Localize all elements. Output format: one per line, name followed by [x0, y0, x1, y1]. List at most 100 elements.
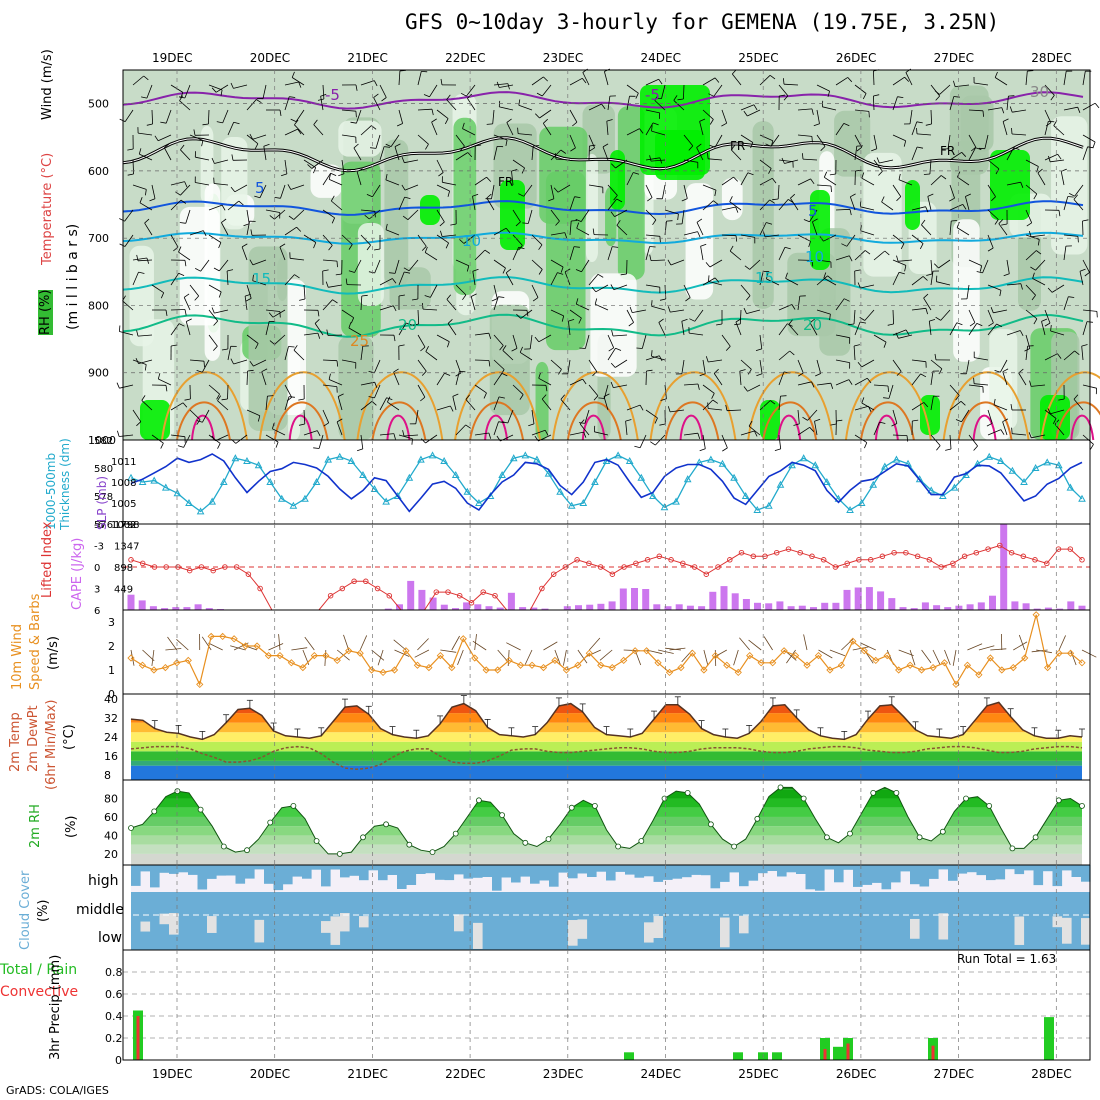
wind-barb — [740, 234, 755, 238]
wind-barb — [531, 234, 543, 246]
cape-bar — [686, 605, 694, 610]
wind-barb-feather — [611, 163, 616, 169]
wind-barb-feather — [221, 348, 228, 351]
wind-barb-feather — [895, 332, 899, 339]
wind-barb-feather — [179, 95, 184, 101]
wind-barb — [491, 184, 495, 199]
wind-barb-feather — [1030, 266, 1036, 271]
lifted-index-point — [891, 549, 897, 556]
wind-barb — [940, 309, 951, 321]
wind-barb — [290, 257, 305, 261]
temp-contour-30 — [762, 401, 818, 441]
wind-barb — [246, 334, 259, 344]
wind-barb — [436, 234, 449, 244]
wind-barb — [360, 234, 371, 246]
cloud-high-cell — [739, 865, 749, 887]
wind-barb — [452, 396, 457, 411]
wind10-point — [1055, 649, 1063, 657]
wind-barb-feather — [589, 147, 595, 152]
wind-barb-feather — [389, 272, 396, 274]
cloud-gap-cell — [169, 913, 179, 935]
temp2m-band — [131, 702, 1082, 704]
wind-barb — [137, 334, 153, 337]
wind-barb — [683, 159, 698, 163]
wind-barb-feather — [785, 272, 788, 279]
cloud-high-cell — [815, 865, 825, 891]
wind-barb-feather — [697, 231, 701, 238]
wind-barb — [519, 352, 533, 361]
cloud-gap-cell — [653, 916, 664, 939]
wind10-barb — [451, 635, 460, 651]
wind-barb — [759, 359, 763, 374]
wind-barb — [379, 305, 394, 311]
wind-barb-feather — [127, 173, 134, 176]
wind-barb-feather — [393, 335, 396, 342]
wind-barb — [822, 106, 837, 111]
wind-barb-feather — [1054, 419, 1060, 425]
wind-barb — [740, 284, 751, 296]
wind-barb — [726, 409, 742, 412]
wind-barb — [645, 409, 658, 419]
precip-tick: 0.8 — [105, 966, 123, 979]
wind-barb-feather — [450, 223, 457, 226]
wind-barb-feather — [501, 421, 508, 424]
cloud-high-cell — [273, 865, 284, 891]
wind-barb-feather — [249, 133, 254, 140]
wind-barb-feather — [1048, 155, 1051, 162]
lifted-index-point — [914, 553, 921, 560]
wind-barb-feather — [733, 176, 738, 182]
wind-barb-feather — [444, 372, 451, 376]
wind-barb-feather — [791, 304, 796, 310]
cape-bar — [149, 606, 157, 610]
wind-barb-feather — [475, 144, 482, 147]
wind-barb — [132, 184, 147, 190]
wind-barb-feather — [254, 143, 259, 150]
wind-barb — [588, 359, 598, 372]
wind-barb — [356, 171, 362, 186]
wind-barb — [518, 133, 533, 136]
wind-barb-feather — [713, 200, 719, 205]
contour-label: 30 — [1030, 83, 1049, 101]
lifted-index-point — [139, 560, 146, 567]
wind-barb — [379, 397, 387, 411]
rh-shade-cell — [1051, 116, 1088, 255]
wind10-barb — [278, 634, 281, 651]
wind-barb-feather — [138, 271, 145, 274]
wind10-point — [516, 661, 525, 669]
wind-barb-feather — [440, 230, 443, 237]
cloud-high-cell — [796, 865, 806, 874]
contour-label: 15 — [252, 270, 271, 288]
wind-barb — [930, 271, 934, 286]
wind-barb — [974, 357, 989, 361]
cloud-high-cell — [159, 865, 170, 873]
wind-barb — [807, 409, 818, 421]
wind-barb — [360, 434, 364, 449]
temp-contour-20 — [122, 313, 1084, 338]
thickness-point — [823, 477, 831, 485]
thickness-point — [892, 455, 901, 463]
wind-barb-feather — [298, 81, 302, 88]
wind-barb-feather — [990, 307, 994, 313]
wind-barb — [417, 334, 426, 348]
cloud-high-cell — [910, 865, 920, 885]
wind-barb — [809, 322, 818, 336]
cloud-high-cell — [463, 865, 474, 879]
cloud-high-cell — [216, 865, 227, 876]
wind10-barb — [472, 640, 487, 651]
rh-shade-cell — [960, 95, 994, 152]
wind-barb-feather — [802, 416, 808, 421]
thickness-label-2: Thickness (dm) — [58, 438, 72, 530]
thickness-point — [938, 491, 947, 499]
lifted-index-point — [727, 557, 733, 563]
wind10-point — [161, 663, 170, 672]
wind-barb-feather — [350, 121, 357, 124]
wind-barb-feather — [925, 123, 932, 126]
wind-barb-feather — [412, 323, 419, 326]
wind-barb — [465, 399, 476, 411]
wind-barb — [860, 206, 875, 211]
wind-barb — [1018, 372, 1027, 386]
wind-barb — [746, 309, 761, 314]
cape-bar — [396, 604, 403, 610]
wind-barb-feather — [709, 144, 716, 148]
